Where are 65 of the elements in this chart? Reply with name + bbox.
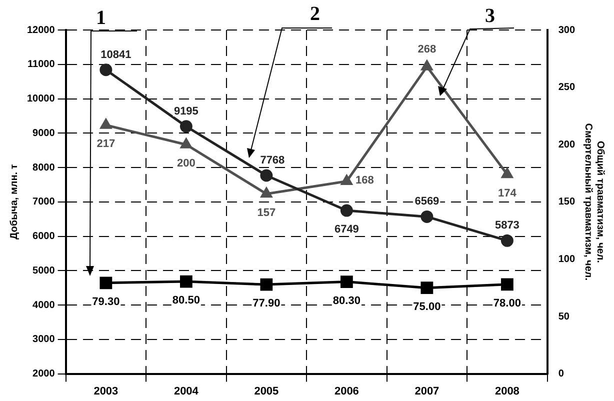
y-tick-label: 6000: [32, 231, 56, 242]
point: [100, 64, 112, 76]
point: [420, 210, 434, 223]
point: [260, 188, 272, 198]
data-label: 6569: [414, 196, 440, 208]
y-tick-label: 9000: [32, 128, 56, 139]
point: [500, 278, 514, 291]
y-tick-label: 11000: [28, 59, 56, 70]
y2-tick-label: 0: [558, 368, 564, 380]
data-label: 5873: [494, 220, 520, 232]
text: 2: [310, 3, 320, 25]
x-tick-label: 2008: [494, 385, 520, 398]
data-label: 6749: [334, 224, 359, 236]
text: 3: [485, 5, 495, 27]
x-tick-label: 2003: [94, 385, 118, 398]
point: [500, 234, 514, 247]
y-tick-label: 7000: [32, 196, 56, 208]
data-label: 80.30: [332, 294, 360, 307]
point: [180, 275, 192, 288]
y2-tick-label: 300: [558, 24, 576, 36]
point: [260, 169, 273, 182]
data-label: 80.50: [172, 294, 200, 307]
text: 1: [96, 7, 106, 29]
data-label: 217: [96, 138, 116, 150]
data-label: 200: [177, 158, 196, 170]
data-label: 168: [356, 174, 374, 186]
point: [421, 60, 433, 70]
point: [260, 278, 273, 291]
x-tick-label: 2004: [174, 385, 200, 398]
point: [100, 276, 112, 290]
y-tick-label: 2000: [32, 368, 56, 380]
y-tick-label: 10000: [26, 94, 56, 105]
point: [502, 168, 513, 178]
x-tick-label: 2007: [414, 385, 440, 398]
y-axis-title: Добыча, млн. т: [8, 164, 20, 240]
data-label: 7768: [260, 154, 285, 166]
point: [420, 282, 434, 294]
y2-tick-label: 50: [558, 311, 570, 322]
y-tick-label: 12000: [26, 24, 56, 36]
data-label: 9195: [174, 105, 198, 118]
y-tick-label: 5000: [32, 265, 56, 276]
y-tick-label: 8000: [32, 162, 56, 174]
point: [100, 118, 112, 129]
data-label: 77.90: [252, 298, 280, 310]
data-label: 75.00: [413, 300, 441, 313]
point: [180, 138, 192, 148]
point: [340, 276, 353, 288]
point: [341, 175, 352, 186]
data-label: 10841: [100, 48, 132, 61]
data-label: 157: [257, 206, 276, 219]
point: [340, 204, 353, 217]
point: [180, 120, 192, 133]
y2-axis-title: Общий травматизм, чел. Смертельный травматизм, чел.: [582, 123, 606, 281]
data-label: 79.30: [92, 296, 120, 308]
x-tick-label: 2005: [254, 385, 279, 398]
y-tick-label: 3000: [32, 334, 56, 346]
data-label: 268: [418, 44, 436, 56]
x-tick-label: 2006: [334, 385, 359, 398]
y2-tick-label: 200: [558, 139, 576, 150]
y2-tick-label: 150: [558, 196, 576, 208]
y-tick-label: 4000: [32, 300, 56, 311]
y2-tick-label: 250: [558, 82, 576, 94]
data-label: 174: [498, 187, 518, 200]
data-label: 78.00: [493, 297, 521, 310]
y2-tick-label: 100: [558, 254, 576, 265]
